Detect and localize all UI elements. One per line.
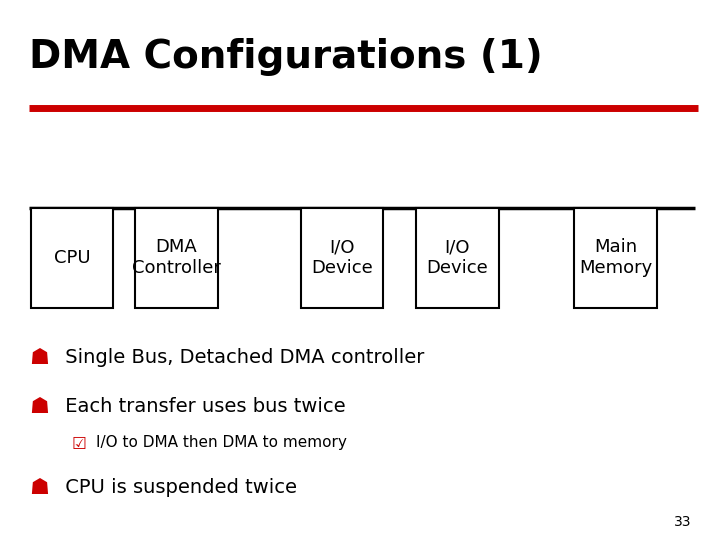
Text: CPU: CPU xyxy=(54,249,90,267)
Text: I/O
Device: I/O Device xyxy=(426,239,488,277)
Text: DMA
Controller: DMA Controller xyxy=(132,239,221,277)
FancyBboxPatch shape xyxy=(30,208,114,308)
FancyBboxPatch shape xyxy=(135,208,217,308)
Text: I/O to DMA then DMA to memory: I/O to DMA then DMA to memory xyxy=(96,435,346,450)
FancyBboxPatch shape xyxy=(416,208,498,308)
Text: Each transfer uses bus twice: Each transfer uses bus twice xyxy=(59,397,346,416)
Text: DMA Configurations (1): DMA Configurations (1) xyxy=(29,38,543,76)
Text: ☗: ☗ xyxy=(29,478,49,498)
Text: ☗: ☗ xyxy=(29,348,49,368)
Text: ☑: ☑ xyxy=(72,435,87,453)
Text: Main
Memory: Main Memory xyxy=(579,239,652,277)
Text: CPU is suspended twice: CPU is suspended twice xyxy=(59,478,297,497)
Text: ☗: ☗ xyxy=(29,397,49,417)
Text: 33: 33 xyxy=(674,515,691,529)
Text: Single Bus, Detached DMA controller: Single Bus, Detached DMA controller xyxy=(59,348,424,367)
FancyBboxPatch shape xyxy=(301,208,383,308)
Text: I/O
Device: I/O Device xyxy=(311,239,373,277)
FancyBboxPatch shape xyxy=(575,208,657,308)
